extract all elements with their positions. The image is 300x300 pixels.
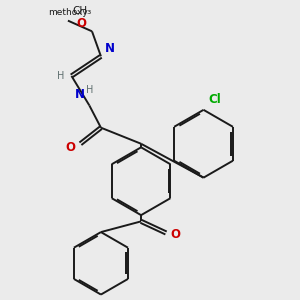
Text: H: H	[57, 71, 64, 81]
Text: O: O	[76, 16, 87, 29]
Text: O: O	[65, 141, 75, 154]
Text: CH₃: CH₃	[72, 6, 92, 16]
Text: Cl: Cl	[208, 93, 221, 106]
Text: O: O	[170, 228, 181, 241]
Text: N: N	[75, 88, 85, 101]
Text: H: H	[85, 85, 93, 95]
Text: methoxy: methoxy	[48, 8, 88, 17]
Text: N: N	[104, 41, 115, 55]
